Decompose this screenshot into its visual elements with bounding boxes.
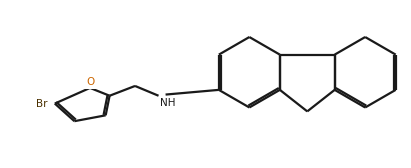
Text: O: O <box>86 77 94 87</box>
Text: Br: Br <box>36 99 48 109</box>
Text: NH: NH <box>160 98 175 109</box>
